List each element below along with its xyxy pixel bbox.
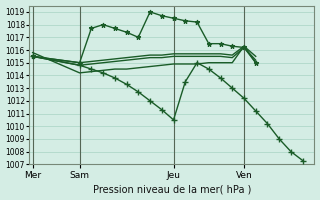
- X-axis label: Pression niveau de la mer( hPa ): Pression niveau de la mer( hPa ): [92, 184, 251, 194]
